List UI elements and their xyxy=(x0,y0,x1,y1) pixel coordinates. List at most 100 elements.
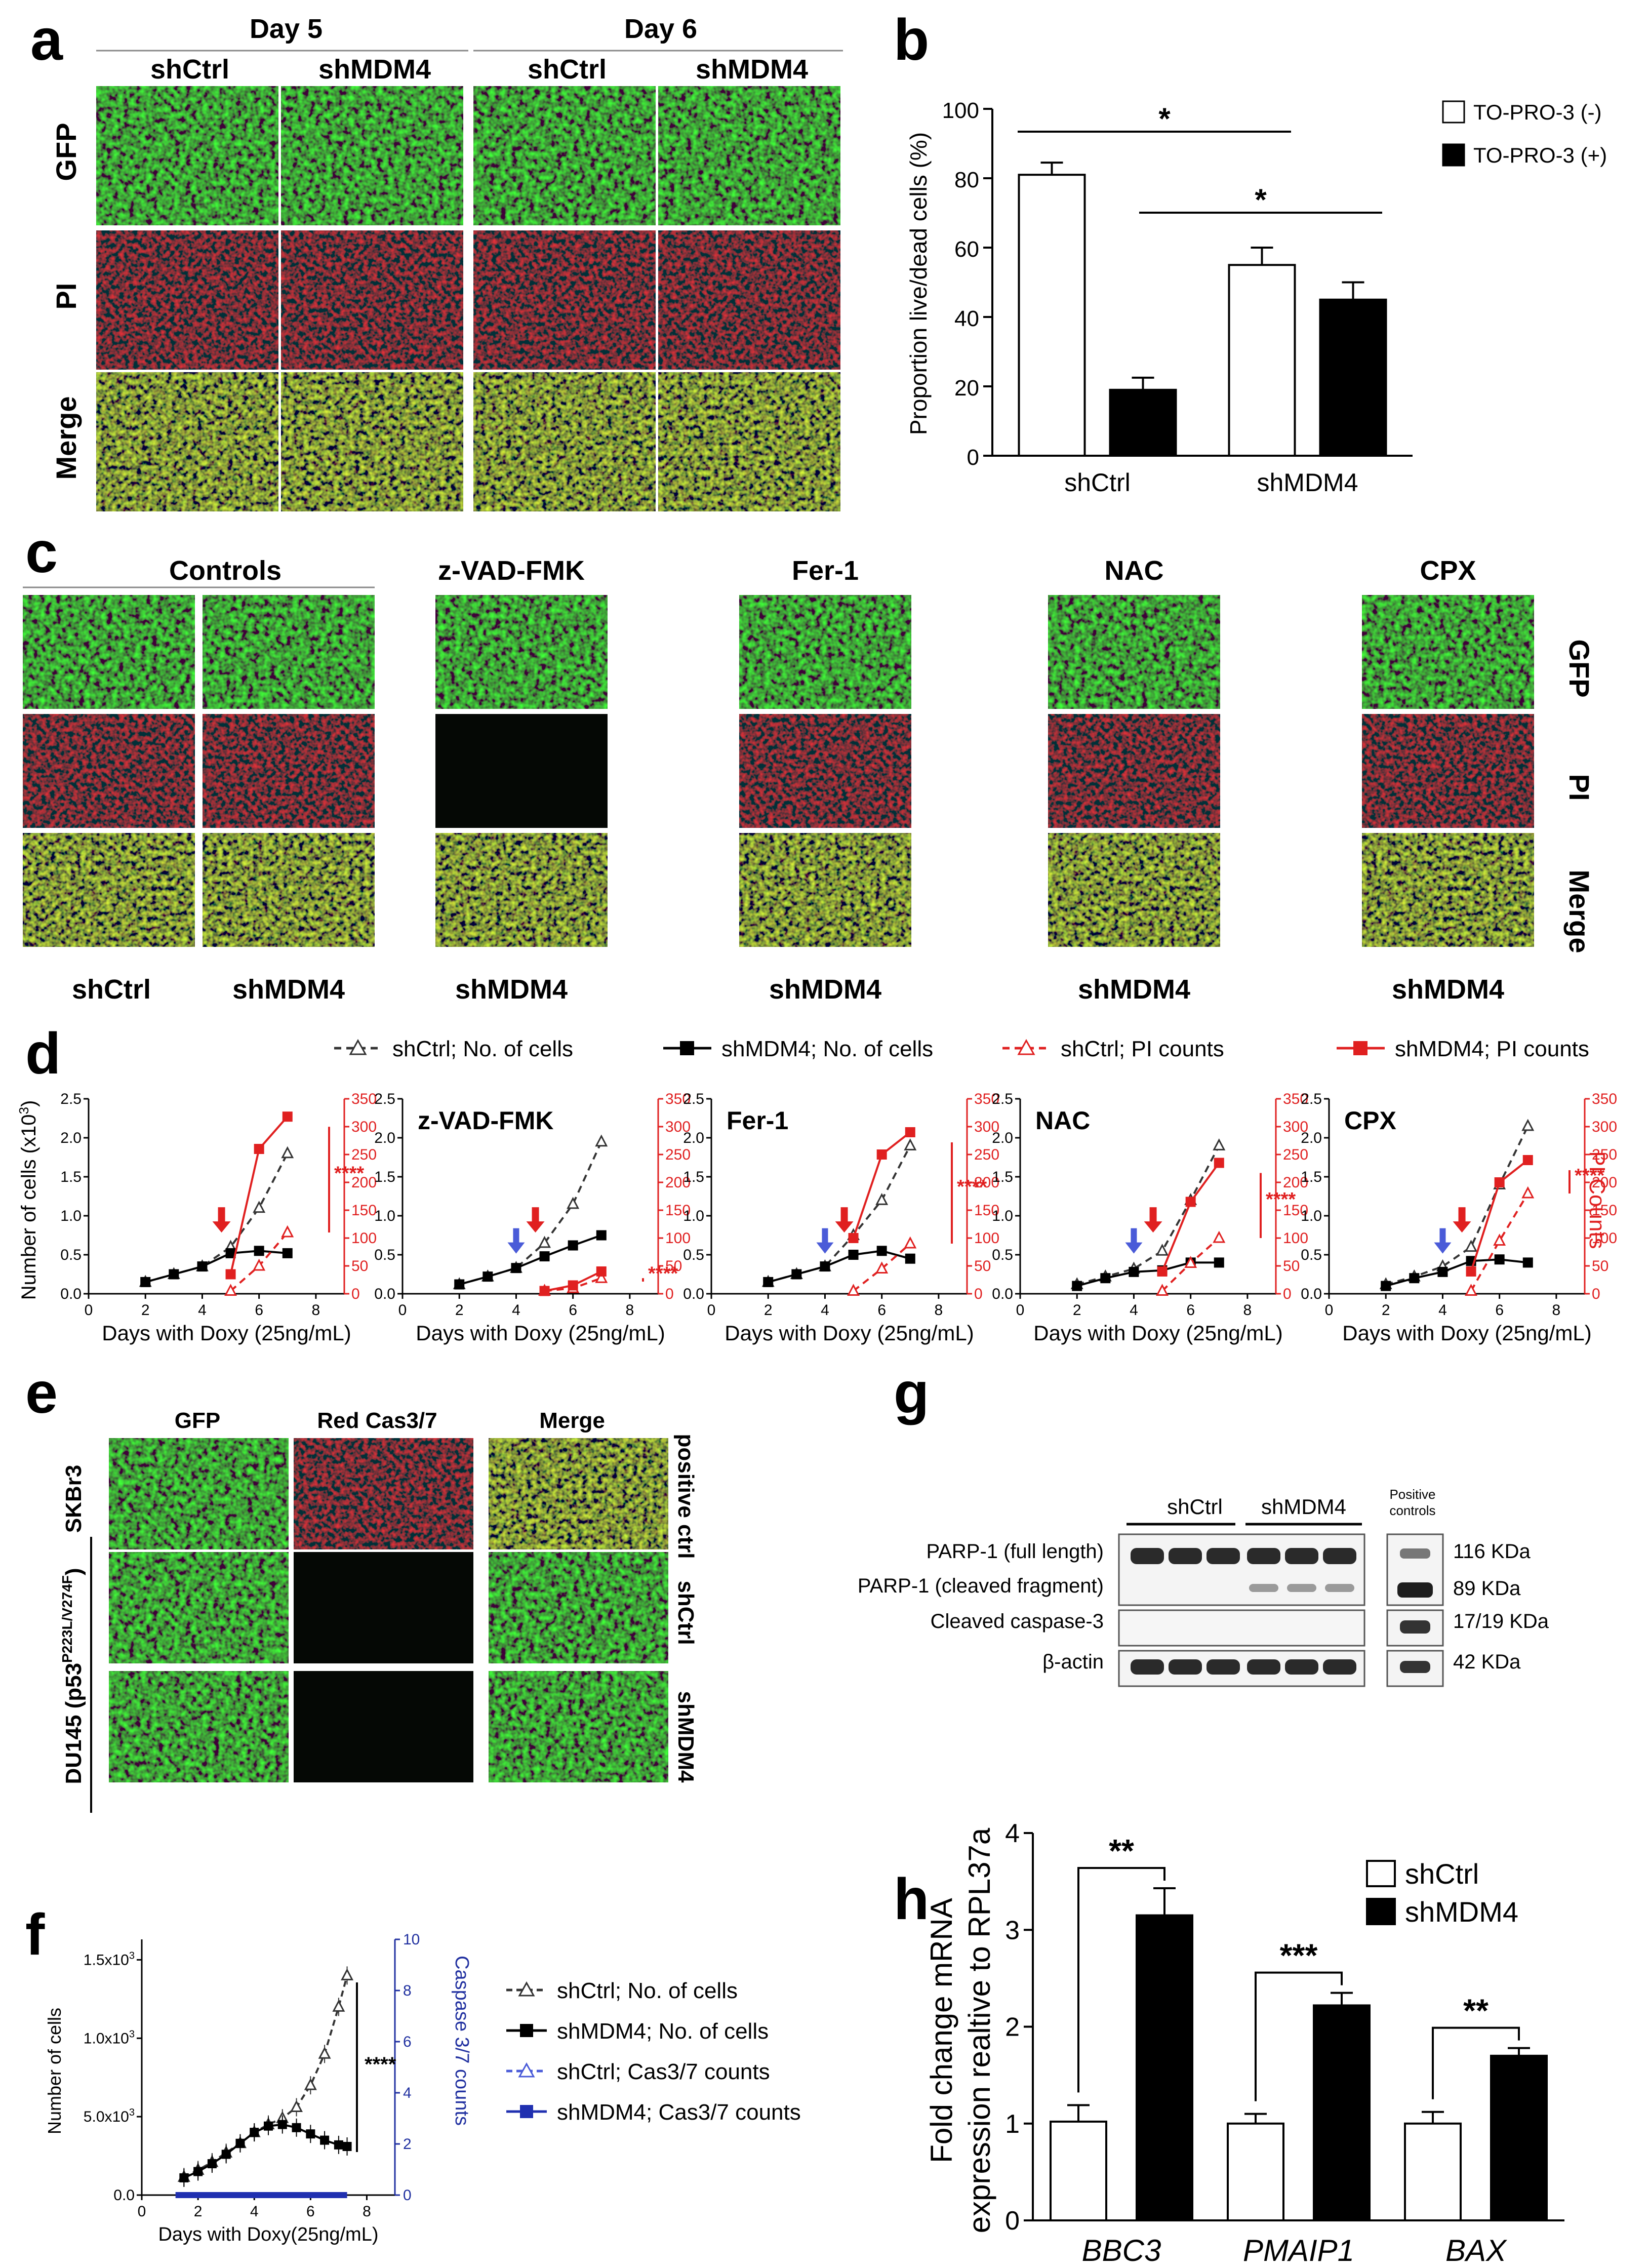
d-subplot-title: Fer-1 xyxy=(727,1106,788,1135)
group-header-controls: Controls xyxy=(169,555,281,586)
f-ytick-right: 2 xyxy=(403,2136,412,2153)
band-parp-full-5 xyxy=(1323,1548,1356,1564)
d-ytick-left: 2.0 xyxy=(992,1130,1013,1146)
d-subplot-title: NAC xyxy=(1035,1106,1090,1135)
d-point xyxy=(1213,1138,1226,1150)
category-label: PMAIP1 xyxy=(1243,2234,1354,2267)
panel-label-e: e xyxy=(25,1361,58,1425)
f-point xyxy=(342,2141,352,2151)
c-bottom-label-2: shMDM4 xyxy=(455,974,568,1005)
f-point xyxy=(235,2138,245,2148)
d-point xyxy=(876,1149,887,1160)
f-sig-label: **** xyxy=(365,2053,396,2076)
d-ytick-right: 150 xyxy=(351,1202,377,1219)
d-point xyxy=(876,1246,887,1256)
d-xtick: 6 xyxy=(877,1302,886,1319)
d-red-arrow xyxy=(526,1207,545,1233)
d-point xyxy=(1494,1177,1505,1187)
d-point xyxy=(253,1258,266,1271)
b-ylabel: Proportion live/dead cells (%) xyxy=(905,132,932,435)
micrograph-c-r2-c5-texture xyxy=(1362,833,1534,947)
d-ytick-right: 200 xyxy=(1283,1174,1308,1191)
d-xtick: 2 xyxy=(764,1302,773,1319)
band-bactin-5 xyxy=(1323,1659,1356,1675)
d-point xyxy=(905,1127,915,1137)
d-ytick-right: 150 xyxy=(974,1202,999,1219)
micrograph-c-r0-c2-texture xyxy=(435,595,608,709)
f-ytick-right: 6 xyxy=(403,2034,412,2050)
d-point xyxy=(1214,1257,1224,1268)
d-xlabel: Days with Doxy (25ng/mL) xyxy=(416,1321,665,1345)
f-point xyxy=(341,1968,354,1980)
d-ytick-left: 2.0 xyxy=(683,1130,704,1146)
d-point xyxy=(253,1201,266,1213)
d-blue-arrow xyxy=(1434,1228,1452,1254)
d-point xyxy=(1214,1158,1224,1168)
d-legend-label: shMDM4; No. of cells xyxy=(721,1037,933,1061)
d-ytick-right: 0 xyxy=(974,1286,983,1302)
g-positive-label: Positive xyxy=(1389,1487,1435,1502)
row-label-pi: PI xyxy=(50,283,82,310)
micrograph-e-r0-c0-texture xyxy=(109,1438,289,1549)
c-bottom-label-5: shMDM4 xyxy=(1392,974,1504,1005)
band-bactin-0 xyxy=(1131,1659,1164,1675)
f-ytick-right: 4 xyxy=(403,2085,412,2101)
ytick-label: 2 xyxy=(1005,2013,1020,2042)
ytick-label: 100 xyxy=(942,98,979,123)
d-xlabel: Days with Doxy (25ng/mL) xyxy=(102,1321,351,1345)
micrograph-a-r2-c3-texture xyxy=(658,372,840,511)
d-point xyxy=(539,1286,550,1296)
d-ytick-left: 1.5 xyxy=(374,1169,395,1185)
micrograph-a-r2-c2-texture xyxy=(473,372,656,511)
d-ytick-left: 1.5 xyxy=(683,1169,704,1185)
micrograph-c-r0-c0-texture xyxy=(23,595,195,709)
f-ytick-left: 5.0x103 xyxy=(84,2107,135,2125)
d-point xyxy=(282,1111,293,1122)
row-label-merge: Merge xyxy=(50,396,82,480)
d-ytick-left: 2.0 xyxy=(60,1130,82,1146)
d-subplot-3: 0.0 0.5 1.0 1.5 2.0 2.5 0 50 100 150 200 250 300 350 0… xyxy=(992,1091,1308,1345)
d-point xyxy=(511,1263,521,1274)
d-point xyxy=(254,1144,264,1154)
d-sig-label: **** xyxy=(334,1163,364,1184)
ytick-label: 80 xyxy=(954,168,979,192)
band-parp-cleaved-3 xyxy=(1249,1584,1278,1592)
d-point xyxy=(1409,1273,1420,1284)
d-blue-arrow xyxy=(816,1228,834,1254)
d-xtick: 8 xyxy=(935,1302,943,1319)
c-bottom-label-0: shCtrl xyxy=(72,974,151,1005)
panel-label-c: c xyxy=(25,520,58,585)
b-legend-label: TO-PRO-3 (-) xyxy=(1473,100,1602,124)
h-sig-label: ** xyxy=(1109,1833,1134,1869)
d-ytick-right: 250 xyxy=(351,1146,377,1163)
d-point xyxy=(848,1233,859,1243)
band-parp-full-1 xyxy=(1169,1548,1202,1564)
d-red-arrow xyxy=(1453,1207,1471,1233)
category-label: shMDM4 xyxy=(1257,468,1358,497)
f-xtick: 2 xyxy=(194,2203,203,2220)
col-header-shmdm4-day6: shMDM4 xyxy=(696,54,808,85)
panel-c: Controls z-VAD-FMK Fer-1 NAC CPX GFP PI … xyxy=(23,555,1595,1005)
bar xyxy=(1319,298,1387,457)
panel-label-a: a xyxy=(30,8,63,72)
micrograph-a-r1-c3-texture xyxy=(658,230,840,370)
d-sig-label: **** xyxy=(648,1263,678,1285)
band-pos-caspase3 xyxy=(1400,1620,1430,1634)
d-ytick-left: 1.5 xyxy=(992,1169,1013,1185)
d-ytick-right: 100 xyxy=(974,1230,999,1247)
micrograph-a-r1-c2-texture xyxy=(473,230,656,370)
micrograph-c-r2-c0-texture xyxy=(23,833,195,947)
d-point xyxy=(568,1280,578,1291)
d-point xyxy=(1465,1284,1478,1296)
band-bactin-1 xyxy=(1169,1659,1202,1675)
d-ylabel-right: PI Counts xyxy=(1585,1151,1610,1249)
d-point xyxy=(169,1269,179,1280)
f-point xyxy=(304,2078,317,2090)
h-sig-bracket xyxy=(1255,1971,1343,2101)
ytick-label: 0 xyxy=(967,445,979,470)
micrograph-e-r0-c1-texture xyxy=(294,1438,473,1549)
f-point xyxy=(250,2128,259,2137)
c-row-label-gfp: GFP xyxy=(1563,639,1595,697)
f-legend-marker xyxy=(520,2105,533,2118)
